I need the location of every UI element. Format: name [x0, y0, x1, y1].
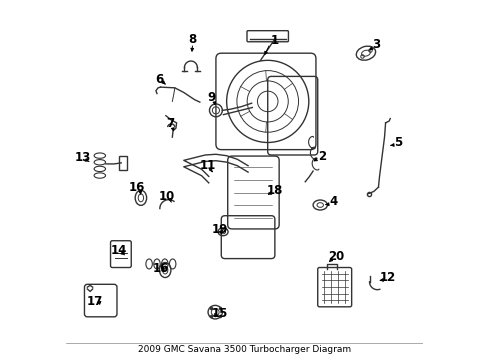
Text: 4: 4 — [328, 195, 337, 208]
Text: 2009 GMC Savana 3500 Turbocharger Diagram: 2009 GMC Savana 3500 Turbocharger Diagra… — [138, 345, 350, 354]
Bar — [119, 157, 127, 170]
Text: 7: 7 — [165, 117, 174, 130]
Text: 15: 15 — [212, 307, 228, 320]
Text: 18: 18 — [266, 184, 283, 197]
Text: 10: 10 — [158, 190, 174, 203]
Text: 5: 5 — [393, 136, 402, 149]
Text: 14: 14 — [110, 244, 127, 257]
Text: 19: 19 — [212, 223, 228, 236]
Text: 1: 1 — [270, 34, 278, 47]
Text: 9: 9 — [207, 91, 215, 104]
Text: 13: 13 — [75, 151, 91, 164]
Text: 3: 3 — [372, 39, 380, 51]
Text: 11: 11 — [200, 159, 216, 172]
Text: 12: 12 — [379, 271, 395, 284]
Text: 17: 17 — [87, 295, 103, 308]
Text: 20: 20 — [328, 250, 344, 263]
Text: 6: 6 — [155, 73, 163, 86]
Text: 8: 8 — [188, 33, 197, 46]
Text: 16: 16 — [152, 262, 169, 275]
Text: 2: 2 — [318, 150, 326, 163]
Text: 16: 16 — [129, 181, 145, 194]
